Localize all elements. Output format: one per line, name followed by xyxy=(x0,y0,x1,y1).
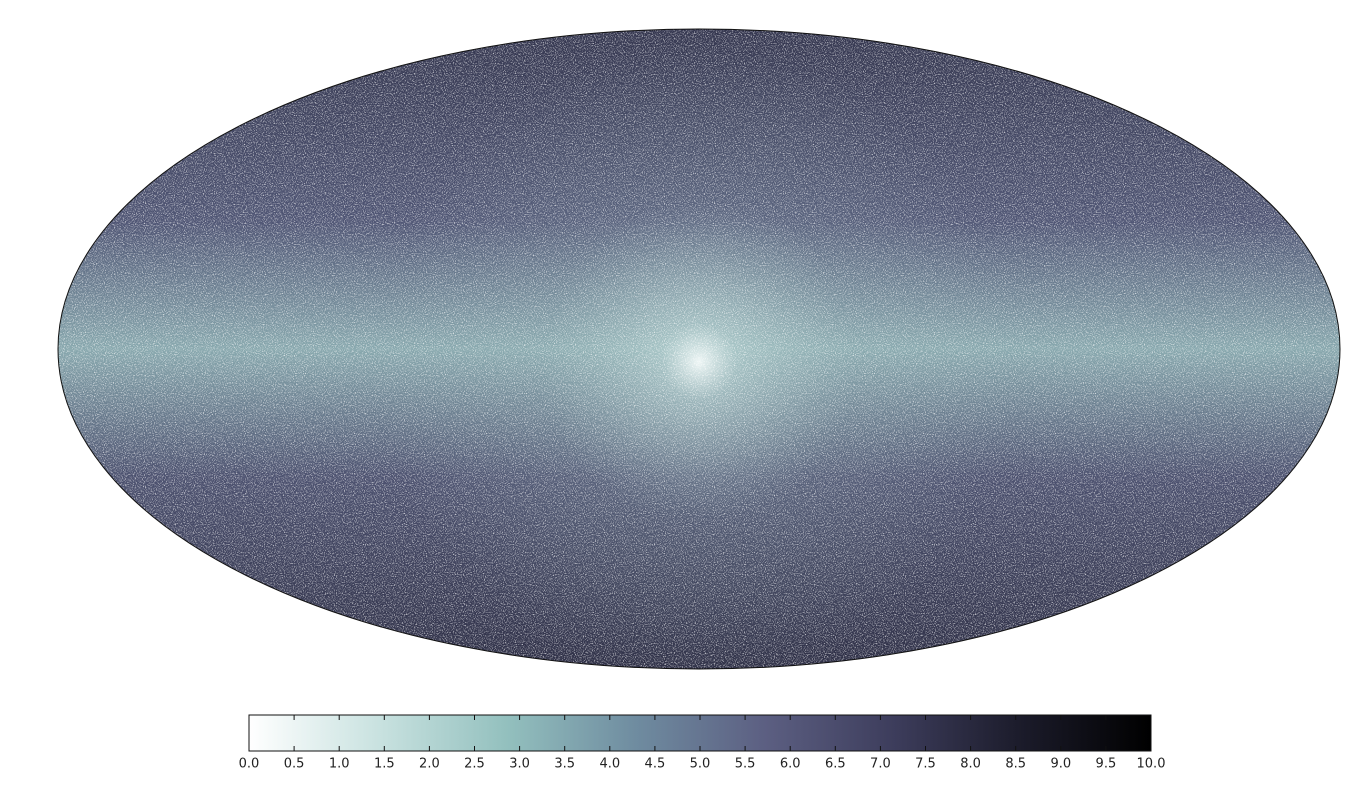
x-tick-label: 10.0 xyxy=(1137,757,1166,772)
chart: 0.0 0.5 1.0 1.5 2.0 2.5 3.0 3.5 4.0 4.5 5.0 5.5 6.0 6… xyxy=(0,0,1370,792)
x-tick-label: 9.5 xyxy=(1096,757,1117,772)
x-tick-label: 0.0 xyxy=(239,757,260,772)
x-tick-label: 1.5 xyxy=(374,757,395,772)
x-tick-label: 5.0 xyxy=(690,757,711,772)
x-tick-label: 3.0 xyxy=(509,757,530,772)
x-tick-label: 1.0 xyxy=(329,757,350,772)
x-tick-label: 6.0 xyxy=(780,757,801,772)
sky-map xyxy=(58,29,1340,669)
x-tick-label: 7.5 xyxy=(915,757,936,772)
colorbar xyxy=(249,715,1151,751)
x-tick-label: 2.5 xyxy=(464,757,485,772)
x-tick-label: 6.5 xyxy=(825,757,846,772)
x-tick-label: 4.0 xyxy=(599,757,620,772)
x-tick-label: 8.0 xyxy=(960,757,981,772)
x-tick-label: 0.5 xyxy=(284,757,305,772)
x-tick-label: 8.5 xyxy=(1005,757,1026,772)
x-tick-label: 4.5 xyxy=(645,757,666,772)
x-tick-label: 9.0 xyxy=(1050,757,1071,772)
x-tick-label: 3.5 xyxy=(554,757,575,772)
page: 0.0 0.5 1.0 1.5 2.0 2.5 3.0 3.5 4.0 4.5 5.0 5.5 6.0 6… xyxy=(0,0,1370,792)
x-tick-label: 7.0 xyxy=(870,757,891,772)
x-tick-label: 5.5 xyxy=(735,757,756,772)
x-tick-label: 2.0 xyxy=(419,757,440,772)
